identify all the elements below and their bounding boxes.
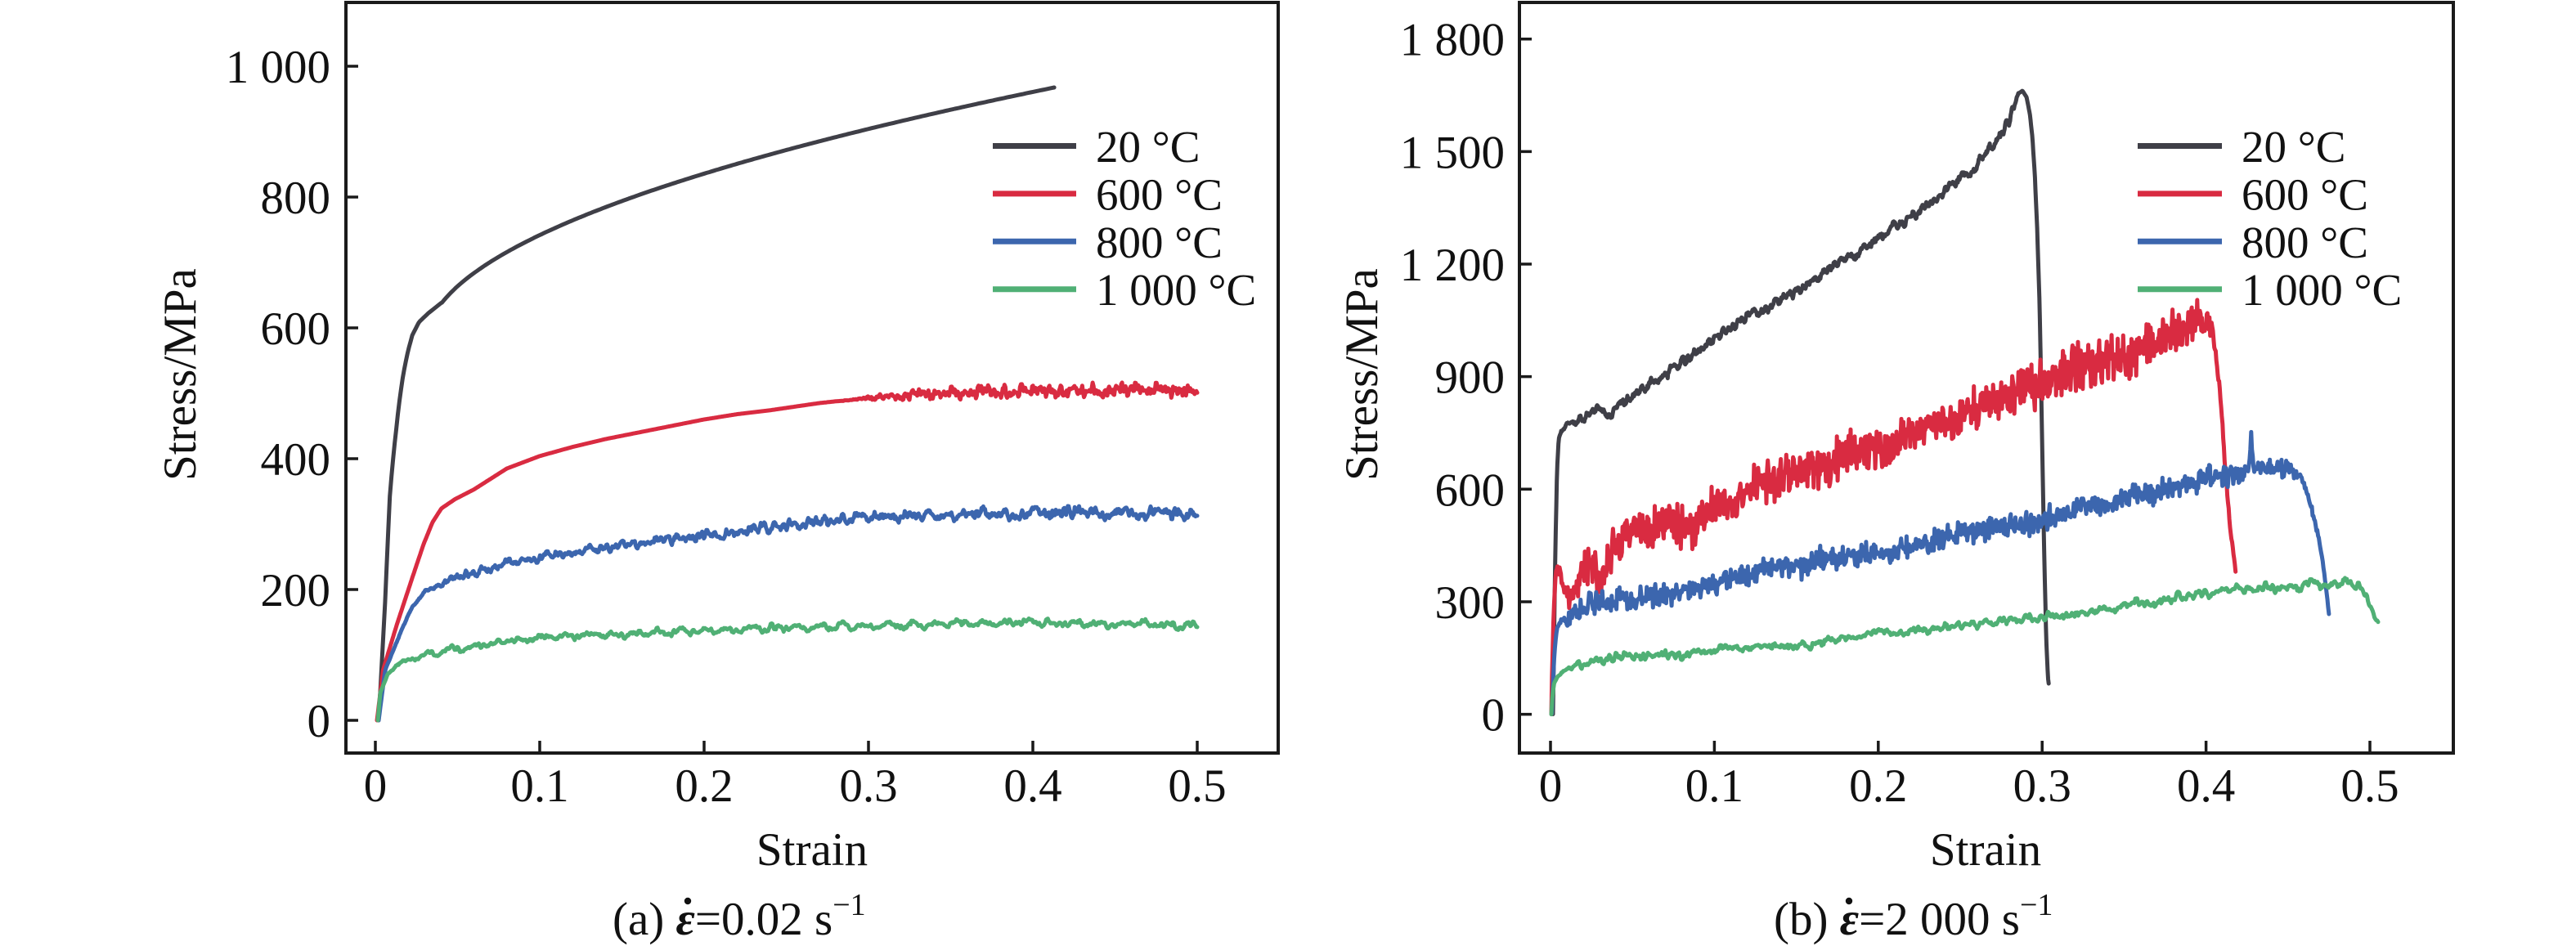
svg-text:0.5: 0.5 xyxy=(2340,760,2399,812)
svg-text:300: 300 xyxy=(1435,577,1506,629)
svg-text:600 °C: 600 °C xyxy=(1096,169,1223,219)
svg-text:0.1: 0.1 xyxy=(1685,760,1744,812)
svg-text:(a) ε=0.02 s−1: (a) ε=0.02 s−1 xyxy=(613,888,866,945)
svg-text:400: 400 xyxy=(261,434,331,486)
svg-text:800 °C: 800 °C xyxy=(2242,217,2368,267)
svg-text:600: 600 xyxy=(1435,464,1506,516)
svg-text:Strain: Strain xyxy=(756,824,868,876)
svg-text:800 °C: 800 °C xyxy=(1096,217,1223,267)
svg-text:0: 0 xyxy=(307,696,331,747)
svg-text:20 °C: 20 °C xyxy=(2242,122,2345,172)
svg-text:800: 800 xyxy=(261,173,331,224)
svg-text:Stress/MPa: Stress/MPa xyxy=(155,268,206,481)
svg-text:20 °C: 20 °C xyxy=(1096,122,1200,172)
svg-text:1 800: 1 800 xyxy=(1400,15,1505,66)
svg-text:600: 600 xyxy=(261,303,331,355)
svg-text:200: 200 xyxy=(261,565,331,616)
svg-text:1 000 °C: 1 000 °C xyxy=(2242,265,2402,315)
svg-text:1 500: 1 500 xyxy=(1400,127,1505,178)
svg-text:0.5: 0.5 xyxy=(1168,760,1226,812)
svg-text:900: 900 xyxy=(1435,352,1506,404)
svg-text:0.3: 0.3 xyxy=(839,760,897,812)
svg-text:0: 0 xyxy=(1482,690,1506,742)
svg-text:1 000 °C: 1 000 °C xyxy=(1096,265,1256,315)
svg-text:0.3: 0.3 xyxy=(2013,760,2071,812)
svg-text:1 200: 1 200 xyxy=(1400,240,1505,291)
svg-text:0: 0 xyxy=(1539,760,1563,812)
svg-text:600 °C: 600 °C xyxy=(2242,169,2368,219)
svg-text:0.2: 0.2 xyxy=(675,760,733,812)
svg-text:(b) ε=2 000 s−1: (b) ε=2 000 s−1 xyxy=(1774,888,2053,945)
svg-text:0.4: 0.4 xyxy=(2177,760,2235,812)
svg-text:0: 0 xyxy=(364,760,388,812)
svg-text:0.1: 0.1 xyxy=(510,760,568,812)
svg-text:Strain: Strain xyxy=(1930,824,2041,876)
svg-text:1 000: 1 000 xyxy=(226,42,330,93)
svg-text:Stress/MPa: Stress/MPa xyxy=(1336,268,1388,481)
svg-text:0.2: 0.2 xyxy=(1849,760,1907,812)
svg-text:0.4: 0.4 xyxy=(1003,760,1061,812)
